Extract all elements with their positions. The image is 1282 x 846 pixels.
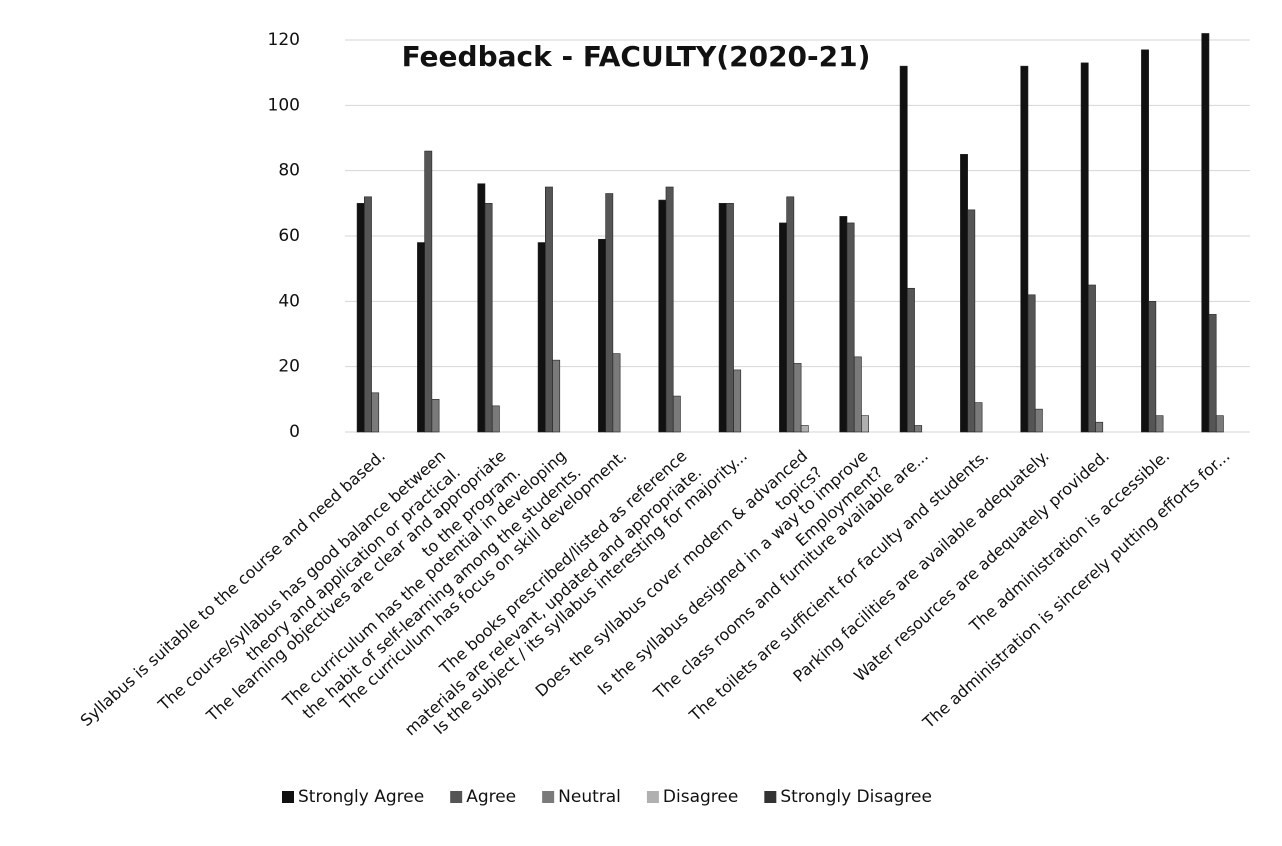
bar xyxy=(793,363,802,433)
legend-swatch xyxy=(282,791,294,803)
bar xyxy=(853,356,862,433)
bar xyxy=(786,196,795,433)
y-tick-label: 100 xyxy=(268,95,300,115)
bar xyxy=(417,242,425,433)
bar xyxy=(431,399,440,433)
bar xyxy=(605,193,614,433)
bar xyxy=(914,425,923,433)
y-tick-label: 20 xyxy=(278,357,300,377)
y-tick-label: 80 xyxy=(278,161,300,181)
bar xyxy=(1095,421,1104,433)
bar xyxy=(491,405,500,433)
bar xyxy=(665,186,674,433)
bar xyxy=(718,203,727,433)
bar xyxy=(484,203,493,433)
legend-label: Neutral xyxy=(558,787,621,807)
bar xyxy=(1034,408,1043,433)
bar xyxy=(598,238,606,433)
bar xyxy=(424,150,433,433)
bar xyxy=(1148,301,1157,433)
bar xyxy=(1020,65,1029,433)
bar xyxy=(1208,314,1217,433)
bar xyxy=(356,203,365,433)
bar xyxy=(672,395,681,433)
bar xyxy=(800,425,809,433)
legend-label: Disagree xyxy=(663,787,738,807)
y-tick-label: 120 xyxy=(268,30,300,50)
bar xyxy=(552,359,561,433)
bar xyxy=(779,222,787,433)
legend-swatch xyxy=(450,791,463,803)
bar xyxy=(846,222,855,433)
bar xyxy=(537,242,546,433)
legend-label: Strongly Agree xyxy=(298,787,424,807)
bar xyxy=(658,199,667,433)
bar xyxy=(545,186,553,433)
bar xyxy=(364,196,372,433)
chart-title: Feedback - FACULTY(2020-21) xyxy=(402,40,871,73)
bar xyxy=(861,415,869,433)
bar xyxy=(960,154,968,433)
legend-label: Strongly Disagree xyxy=(780,787,932,807)
bar xyxy=(612,353,621,433)
y-tick-label: 40 xyxy=(278,291,300,311)
legend-swatch xyxy=(542,791,555,803)
bar xyxy=(899,65,908,433)
bar xyxy=(733,369,742,433)
bar xyxy=(1215,415,1224,433)
legend-swatch xyxy=(764,791,777,803)
bar xyxy=(907,287,915,433)
bar xyxy=(1027,294,1036,433)
y-tick-label: 60 xyxy=(278,226,300,246)
bar xyxy=(1201,33,1210,433)
bar xyxy=(1155,415,1164,433)
bar xyxy=(726,203,734,433)
bar xyxy=(1080,62,1089,433)
bar xyxy=(1141,49,1149,433)
legend-label: Agree xyxy=(466,787,516,807)
legend-swatch xyxy=(646,791,659,803)
bar xyxy=(967,209,976,433)
bar xyxy=(371,392,380,433)
bar xyxy=(839,216,848,433)
bar xyxy=(477,183,486,433)
y-tick-label: 0 xyxy=(289,422,300,442)
bar xyxy=(974,402,983,433)
bar xyxy=(1088,284,1096,433)
